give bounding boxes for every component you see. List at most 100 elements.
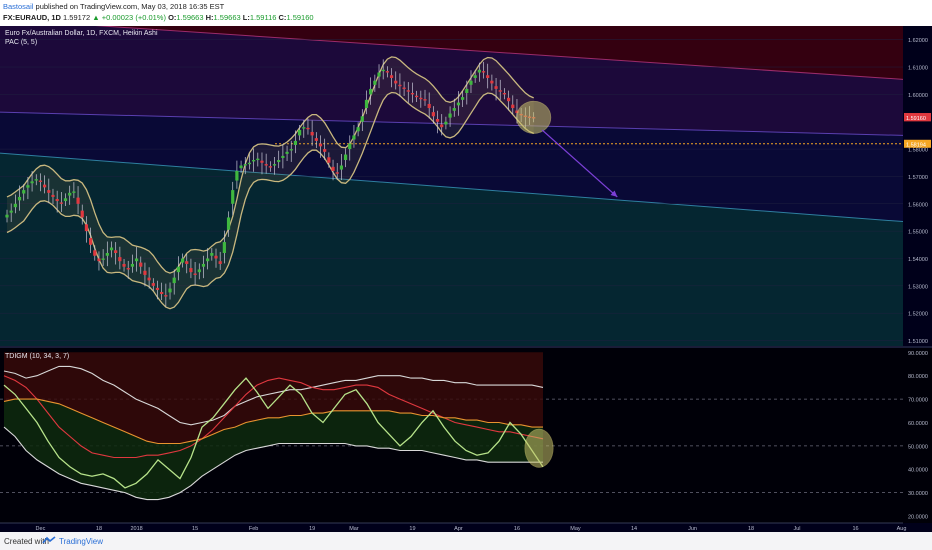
candle-body <box>63 198 68 202</box>
osc-axis-label: 90.0000 <box>908 351 928 357</box>
candle-body <box>410 93 415 95</box>
osc-axis-label: 30.0000 <box>908 491 928 497</box>
candle-body <box>360 116 364 122</box>
candle-body <box>486 75 490 78</box>
candle-body <box>511 104 515 109</box>
high-label: H: <box>205 13 214 22</box>
pac-band-fill <box>7 56 534 309</box>
time-axis-label: Jun <box>688 526 697 532</box>
osc-axis-label: 80.0000 <box>908 374 928 380</box>
candle-body <box>97 258 101 262</box>
candle-body <box>335 172 339 174</box>
indicator-pac-label[interactable]: PAC (5, 5) <box>5 39 38 46</box>
candle-body <box>281 155 285 158</box>
candle-body <box>385 71 389 73</box>
symbol-info: FX:EURAUD, 1D 1.59172 ▲ +0.00023 (+0.01%… <box>3 13 314 22</box>
candle-body <box>231 190 235 204</box>
candle-body <box>331 166 335 171</box>
candle-body <box>164 295 168 297</box>
candle-body <box>168 288 172 293</box>
time-axis-label: 18 <box>96 526 102 532</box>
instrument-title: Euro Fx/Australian Dollar, 1D, FXCM, Hei… <box>5 30 158 37</box>
candle-body <box>423 99 427 101</box>
time-axis-label: Apr <box>454 526 463 532</box>
candle-body <box>435 118 440 122</box>
candle-body <box>185 261 189 264</box>
price-axis-label: 1.53000 <box>908 284 928 290</box>
candle-body <box>272 164 277 166</box>
channel-line-upper <box>0 18 904 80</box>
candle-body <box>13 203 17 208</box>
channel-fill-middle <box>0 19 903 136</box>
candle-body <box>415 95 419 98</box>
time-axis-label: Mar <box>349 526 359 532</box>
candle-body <box>314 138 318 141</box>
chart-area[interactable]: 1.62000 1.61000 1.60000 1.58000 1.57000 1.560… <box>0 18 932 532</box>
osc-axis-label: 50.0000 <box>908 444 928 450</box>
candle-body <box>444 121 448 125</box>
candle-body <box>34 179 38 181</box>
chart-canvas[interactable]: 1.62000 1.61000 1.60000 1.58000 1.57000 1.560… <box>0 18 932 532</box>
osc-axis-label: 60.0000 <box>908 421 928 427</box>
candle-body <box>126 268 130 270</box>
candle-body <box>239 165 243 169</box>
candle-body <box>302 127 306 129</box>
candle-body <box>490 80 494 84</box>
candle-body <box>502 93 507 95</box>
candle-body <box>5 214 9 218</box>
time-axis-label: 2018 <box>130 526 142 532</box>
price-tag-label: 1.59160 <box>906 116 926 122</box>
candle-body <box>515 110 519 113</box>
candle-body <box>377 72 381 77</box>
published-text: published on TradingView.com, May 03, 20… <box>35 2 225 11</box>
candle-body <box>431 112 435 117</box>
candle-body <box>440 124 444 128</box>
candle-body <box>43 184 47 188</box>
candle-body <box>339 165 343 170</box>
candle-body <box>507 97 511 102</box>
candle-body <box>247 162 252 165</box>
candle-body <box>268 166 272 168</box>
candle-body <box>176 266 180 273</box>
time-axis-label: 18 <box>748 526 754 532</box>
candle-body <box>356 127 360 132</box>
time-axis-label: 15 <box>192 526 198 532</box>
pac-upper-line <box>6 56 534 274</box>
tradingview-brand-link[interactable]: TradingView <box>59 537 104 546</box>
candle-body <box>402 87 406 89</box>
price-axis-label: 1.60000 <box>908 93 928 99</box>
price-axis-label: 1.62000 <box>908 38 928 44</box>
channel-fill-bottom <box>0 153 903 346</box>
osc-series-rsi <box>3 377 544 489</box>
time-axis-label: Dec <box>36 526 46 532</box>
candle-body <box>214 255 218 259</box>
author-link[interactable]: Bastosail <box>3 2 34 11</box>
indicator-tdigm-label[interactable]: TDIGM (10, 34, 3, 7) <box>5 353 70 360</box>
publish-header: Bastosail published on TradingView.com, … <box>0 0 932 26</box>
osc-fill-upper <box>4 352 543 444</box>
footer: Created with TradingView <box>0 532 932 550</box>
candle-body <box>477 69 481 73</box>
candle-body <box>84 224 89 232</box>
candle-body <box>55 198 59 202</box>
price-tag <box>904 113 931 122</box>
price-tag <box>904 139 931 148</box>
candle-body <box>256 158 260 161</box>
candle-body <box>264 164 268 166</box>
candle-body <box>235 170 239 181</box>
candle-body <box>498 90 502 92</box>
candle-body <box>469 80 473 85</box>
projection-arrow-head <box>610 190 618 197</box>
candle-body <box>222 242 226 254</box>
candle-body <box>461 97 465 100</box>
candle-body <box>406 90 410 92</box>
price-axis-label: 1.58000 <box>908 148 928 154</box>
symbol-label: FX:EURAUD, 1D <box>3 13 61 22</box>
channel-fill-lower <box>0 112 903 222</box>
time-axis-label: 16 <box>514 526 520 532</box>
candle-body <box>143 270 147 275</box>
candle-body <box>118 257 122 262</box>
candle-body <box>419 97 423 100</box>
candle-body <box>456 102 461 106</box>
close-label: C: <box>278 13 287 22</box>
